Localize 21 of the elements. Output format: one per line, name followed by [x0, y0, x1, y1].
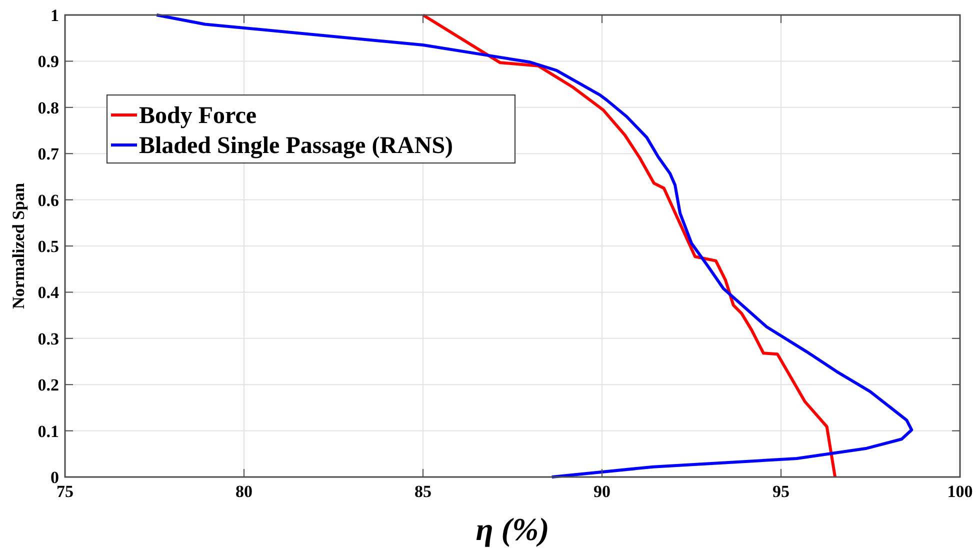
x-tick-label: 90 — [594, 482, 610, 501]
x-tick-label: 100 — [947, 482, 973, 501]
y-tick-label: 0.6 — [38, 190, 59, 210]
x-tick-label: 85 — [414, 482, 432, 501]
y-tick-label: 0.3 — [38, 329, 59, 348]
y-tick-label: 0.1 — [38, 422, 59, 441]
y-tick-label: 0.2 — [38, 376, 59, 395]
x-axis-title: η (%) — [476, 511, 550, 547]
y-axis-title: Normalized Span — [9, 182, 28, 310]
y-tick-label: 1 — [50, 6, 59, 25]
x-tick-label: 80 — [236, 482, 252, 501]
y-tick-label: 0 — [50, 468, 59, 487]
y-tick-label: 0.7 — [38, 144, 60, 164]
legend-label: Body Force — [139, 103, 257, 129]
x-tick-label: 95 — [772, 482, 790, 501]
y-tick-label: 0.8 — [38, 98, 59, 118]
legend-label: Bladed Single Passage (RANS) — [139, 133, 454, 159]
y-tick-label: 0.4 — [38, 283, 60, 302]
y-tick-label: 0.5 — [38, 237, 59, 256]
y-tick-label: 0.9 — [38, 52, 59, 72]
x-tick-label: 75 — [56, 482, 74, 501]
